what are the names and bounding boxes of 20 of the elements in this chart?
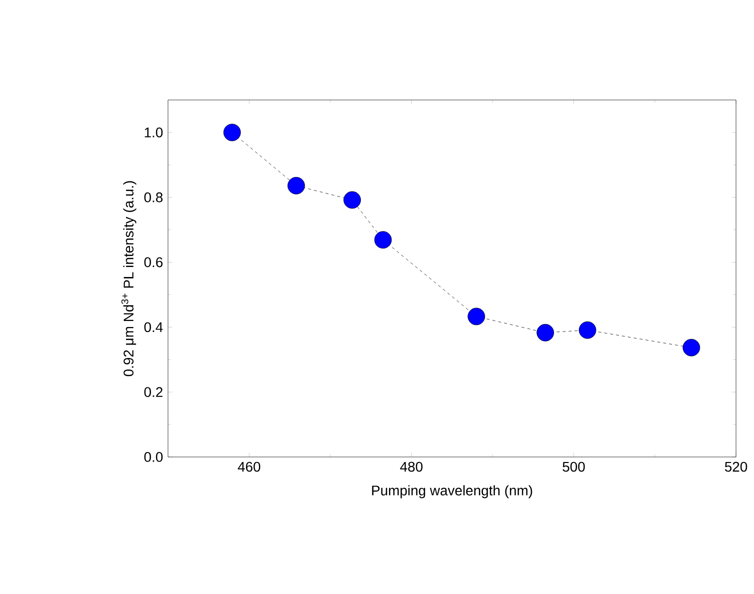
point <box>288 176 305 194</box>
point <box>344 191 361 209</box>
x-tick-label: 520 <box>724 462 748 472</box>
y-tick-label: 0.6 <box>144 257 163 268</box>
x-tick-label: 460 <box>238 462 260 472</box>
y-axis-title: 0.92 μm Nd$^{3+}$ PL intensity (a.u.) <box>121 181 136 376</box>
point <box>223 124 241 142</box>
y-tick-label: 0.0 <box>144 452 163 462</box>
point <box>682 338 700 356</box>
x-axis-title: Pumping wavelength (nm) <box>372 485 532 498</box>
point <box>578 321 596 339</box>
x-tick-label: 480 <box>400 462 423 472</box>
point <box>468 308 486 326</box>
y-tick-label: 0.8 <box>144 192 163 202</box>
x-tick-label: 500 <box>562 462 585 472</box>
y-tick-label: 1.0 <box>144 127 163 138</box>
y-tick-label: 0.2 <box>144 387 162 398</box>
point <box>374 231 392 249</box>
y-tick-label: 0.4 <box>144 322 163 332</box>
point <box>536 324 554 342</box>
